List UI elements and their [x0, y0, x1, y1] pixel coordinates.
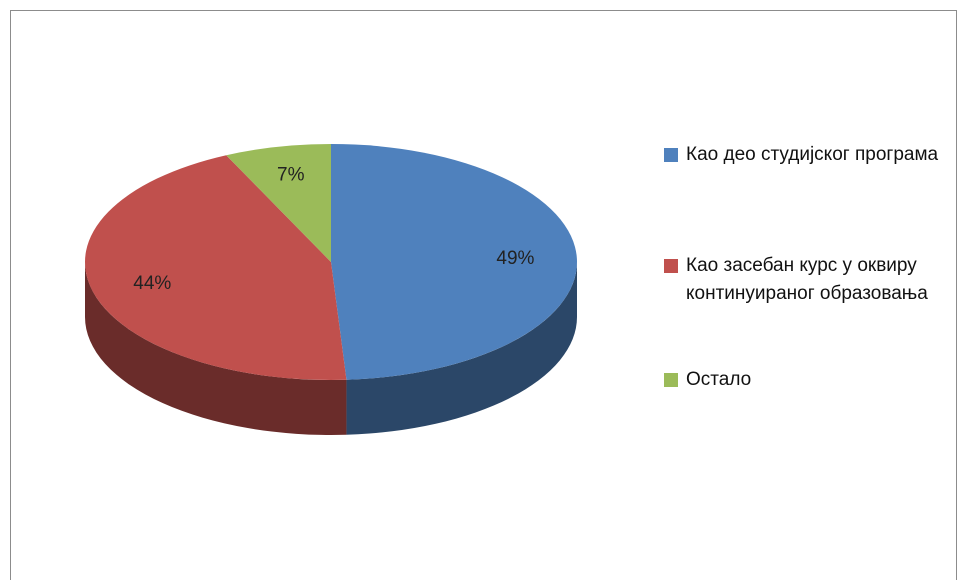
legend-label: Као засебан курс у оквиру континуираног … [686, 255, 928, 304]
data-label: 7% [277, 165, 305, 186]
data-label: 49% [496, 248, 534, 269]
slice-side [346, 262, 577, 435]
legend-swatch [664, 373, 678, 387]
legend-label: Остало [686, 369, 752, 390]
legend-swatch [664, 148, 678, 162]
data-label: 44% [133, 273, 171, 294]
legend-swatch [664, 259, 678, 273]
legend-entry: Као део студијског програма [664, 141, 954, 169]
legend-label: Као део студијског програма [686, 144, 939, 165]
legend-entry: Остало [664, 366, 954, 394]
slice [331, 144, 577, 380]
slice [226, 144, 331, 262]
slice-side [85, 262, 347, 435]
slice [85, 155, 347, 380]
frame [10, 10, 957, 580]
legend-entry: Као засебан курс у оквиру континуираног … [664, 252, 954, 308]
